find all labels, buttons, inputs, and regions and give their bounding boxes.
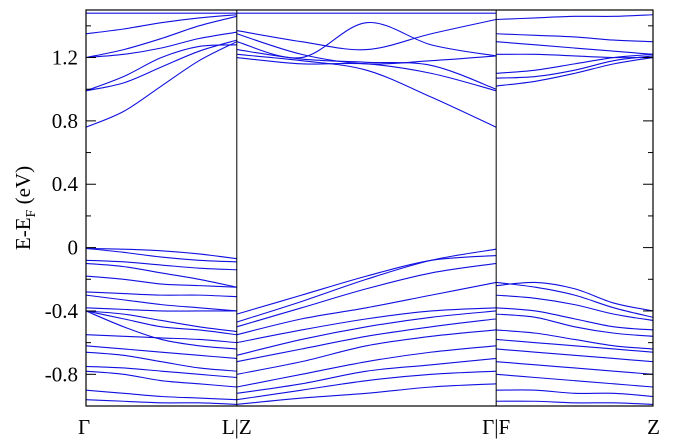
band-line-4 [86,275,237,288]
y-axis-ticks: -0.8 -0.4 0 0.4 0.8 1.2 [45,25,653,407]
y-tick-label-3: 0.4 [52,172,79,196]
band-line-21 [86,31,237,59]
y-axis-title-main: E-E [11,217,35,250]
band-line-35 [236,370,497,401]
band-line-5 [86,291,237,298]
x-axis-kpoint-labels: Γ L|Z Γ|F Z [78,415,660,439]
band-line-32 [236,329,497,375]
band-line-50 [496,338,653,353]
band-line-60 [496,41,653,55]
band-line-27 [236,262,497,328]
band-line-6 [86,294,237,312]
y-tick-label-1: -0.4 [45,299,79,323]
band-line-7 [86,307,237,312]
band-line-11 [86,334,237,344]
band-line-23 [86,14,237,35]
y-tick-label-2: 0 [68,236,79,260]
band-line-36 [236,383,497,405]
band-line-3 [86,262,237,288]
band-line-53 [496,373,653,388]
band-line-42 [236,18,497,51]
band-line-59 [496,53,653,59]
y-tick-label-0: -0.8 [45,362,78,386]
bands-layer [86,12,653,405]
band-line-51 [496,348,653,363]
band-line-15 [86,370,237,388]
kpath-separators [236,10,497,406]
x-kpoint-label-2: Γ|F [482,415,510,439]
band-line-30 [236,310,497,356]
band-line-52 [496,361,653,375]
band-line-39 [236,49,497,90]
band-line-57 [496,55,653,79]
band-line-28 [236,281,497,336]
band-line-8 [86,310,237,333]
band-line-40 [236,33,497,65]
band-line-48 [496,313,653,337]
band-line-19 [86,39,237,92]
band-line-41 [236,22,497,59]
band-line-29 [236,307,497,344]
band-line-18 [86,41,238,128]
band-line-56 [496,56,653,87]
band-line-61 [496,33,653,43]
band-line-9 [86,310,237,336]
band-line-17 [86,399,237,405]
plot-frame [85,9,654,407]
band-line-13 [86,351,237,372]
band-line-14 [86,365,237,379]
band-line-45 [496,281,653,312]
band-line-31 [236,318,497,363]
y-tick-label-5: 1.2 [52,46,78,70]
y-axis-title-unit: (eV) [11,166,35,210]
band-line-25 [236,248,497,323]
x-kpoint-label-1: L|Z [222,415,252,439]
band-line-34 [236,357,497,394]
band-line-49 [496,329,653,350]
band-line-54 [496,389,653,398]
band-line-20 [86,44,237,92]
band-line-16 [86,389,237,401]
band-line-62 [496,14,653,21]
x-kpoint-label-0: Γ [78,415,90,439]
band-line-58 [496,53,653,74]
band-line-37 [236,53,497,128]
band-line-22 [86,15,237,59]
y-axis-title: E-EF (eV) [11,166,39,250]
band-line-33 [236,345,497,388]
band-line-55 [496,400,653,405]
band-line-10 [86,310,237,350]
band-line-26 [236,254,497,315]
y-axis-title-subscript: F [24,209,39,217]
x-kpoint-label-3: Z [647,415,660,439]
y-tick-label-4: 0.8 [52,109,78,133]
band-line-12 [86,345,237,360]
band-line-1 [86,247,237,263]
band-line-44 [496,281,653,318]
band-line-46 [496,294,653,322]
band-line-47 [496,307,653,331]
band-line-0 [86,247,237,260]
band-line-2 [86,259,237,271]
